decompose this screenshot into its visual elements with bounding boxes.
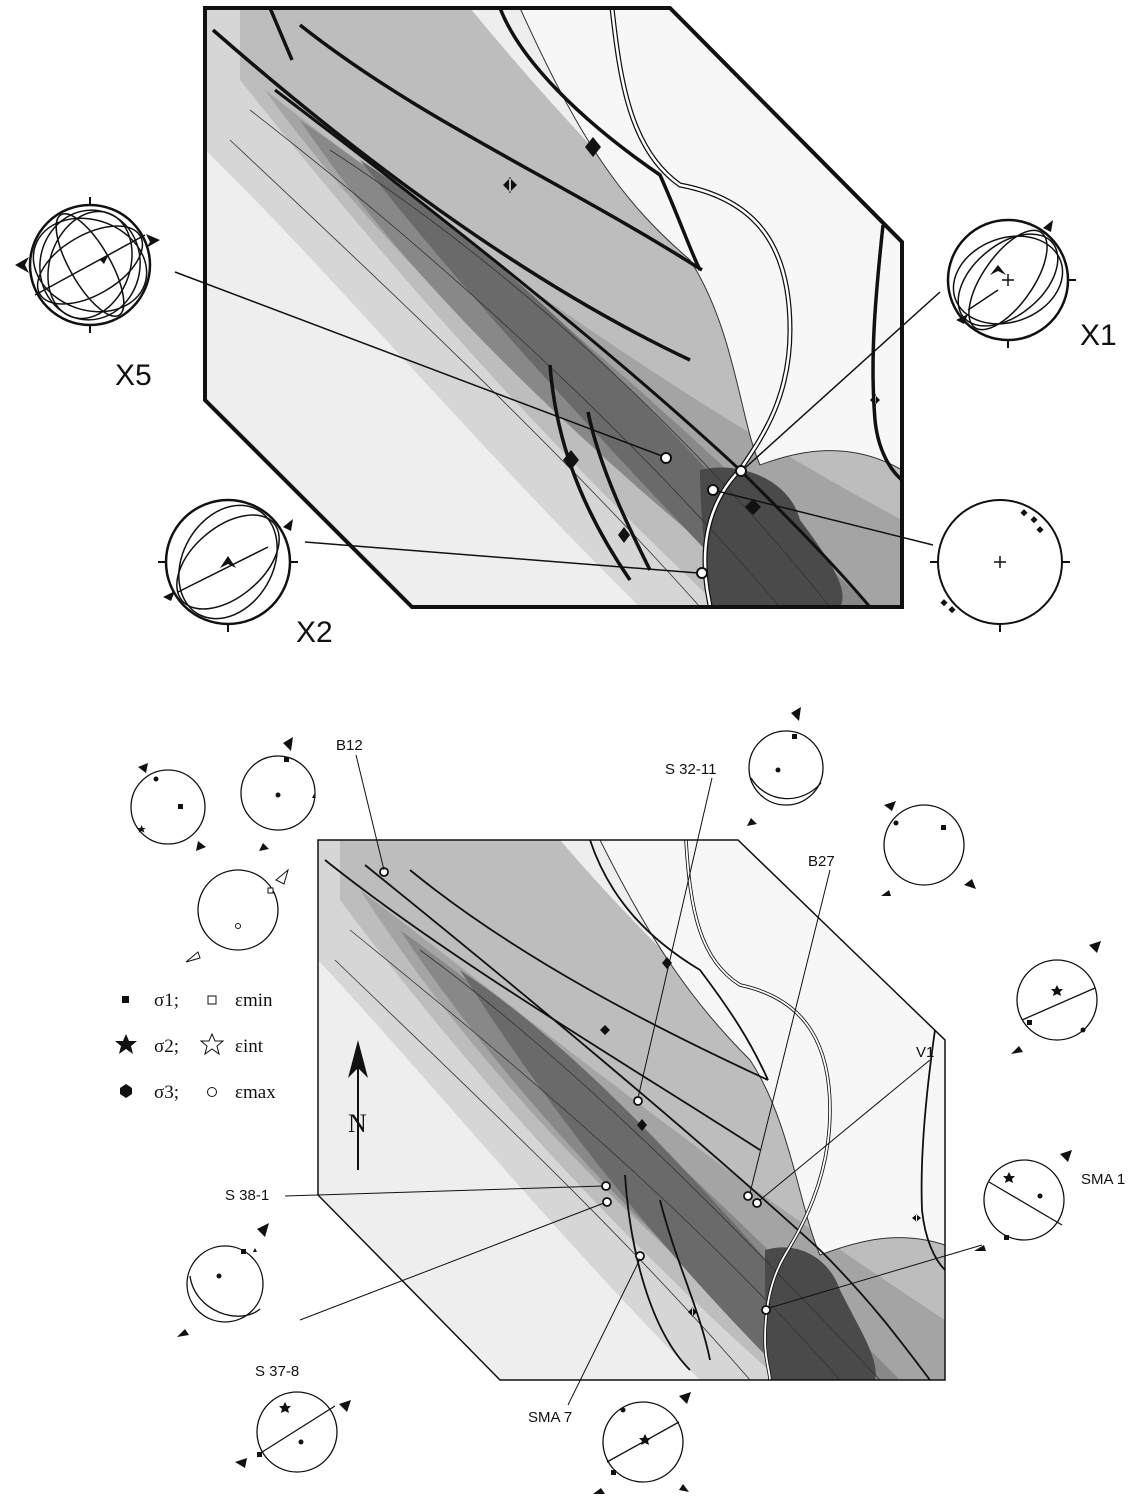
label-b12: B12	[336, 737, 363, 754]
fault-3	[498, 8, 702, 271]
leader-lines	[284, 754, 983, 1406]
fault-2	[298, 23, 703, 272]
stereonet-s32-11	[747, 707, 824, 826]
site-marker	[752, 1198, 762, 1208]
white-area	[599, 840, 945, 1256]
fault-7	[920, 1029, 945, 1271]
legend: σ1; εmin σ2; εint σ3; εmax	[115, 990, 276, 1103]
label-s38-1: S 38-1	[225, 1187, 269, 1204]
stereonet-x1-stress	[930, 499, 1070, 632]
river-inner	[610, 8, 792, 607]
legend-epsmin-marker	[207, 995, 217, 1005]
stereonet-b27	[881, 801, 976, 896]
fault-5	[274, 88, 872, 607]
stereonet-s37-8	[235, 1391, 351, 1473]
legend-sigma1: σ1;	[154, 990, 179, 1011]
stereonet-s38-1	[177, 1223, 269, 1337]
label-v1: V1	[916, 1044, 934, 1061]
site-marker	[696, 567, 708, 579]
stereonet-small	[130, 763, 206, 851]
fault-3	[589, 840, 769, 1081]
north-label: N	[348, 1109, 367, 1138]
legend-eps-min: εmin	[235, 990, 273, 1011]
legend-eps-int: εint	[235, 1036, 264, 1057]
fault-4	[268, 8, 294, 61]
stereonet-x5	[15, 197, 160, 333]
stereonet-sma7	[593, 1392, 691, 1494]
legend-eps-max: εmax	[235, 1082, 276, 1103]
site-marker	[601, 1181, 611, 1191]
fault-6	[659, 1199, 711, 1361]
site-marker	[660, 452, 672, 464]
label-x2: X2	[296, 616, 333, 649]
legend-sigma2: σ2;	[154, 1036, 179, 1057]
legend-epsint-marker	[199, 1032, 225, 1056]
top-map-border	[203, 6, 904, 609]
site-marker	[707, 484, 719, 496]
site-marker	[633, 1096, 643, 1106]
leader-x5	[174, 271, 663, 457]
legend-sigma3-marker	[120, 1084, 132, 1098]
leader-x1b	[716, 490, 934, 546]
label-sma7: SMA 7	[528, 1409, 572, 1426]
site-marker	[635, 1251, 645, 1261]
fault-2	[409, 869, 769, 1081]
bottom-geologic-map	[284, 754, 983, 1406]
river-inner	[685, 840, 831, 1380]
site-marker	[735, 465, 747, 477]
legend-epsmax-marker	[207, 1087, 217, 1097]
site-marker	[743, 1191, 753, 1201]
site-marker	[602, 1197, 612, 1207]
legend-sigma1-marker	[122, 996, 129, 1003]
leader-x2	[304, 541, 699, 574]
leader-x1	[744, 291, 941, 469]
stereonet-x2	[158, 498, 298, 632]
fault-4	[364, 864, 931, 1380]
label-s32-11: S 32-11	[665, 761, 716, 778]
north-arrow: N	[348, 1040, 368, 1170]
stereonet-small	[240, 737, 316, 851]
fault-1	[324, 859, 761, 1151]
label-x5: X5	[115, 359, 152, 392]
stereonet-sma1	[974, 1150, 1072, 1251]
legend-sigma3: σ3;	[154, 1082, 179, 1103]
label-sma1: SMA 1	[1081, 1171, 1125, 1188]
stereonet-x1	[946, 218, 1076, 348]
stereonet-v1	[1011, 941, 1101, 1054]
fault-7	[586, 411, 652, 571]
label-s37-8: S 37-8	[255, 1363, 299, 1380]
stereonet-small-strain	[185, 868, 289, 963]
fault-1	[211, 28, 691, 362]
label-b27: B27	[808, 853, 835, 870]
site-marker	[761, 1305, 771, 1315]
legend-sigma2-marker	[115, 1034, 137, 1054]
fault-5	[624, 1174, 691, 1371]
label-x1: X1	[1080, 319, 1117, 352]
contour-lines	[334, 929, 881, 1380]
zone-7	[765, 1247, 876, 1380]
